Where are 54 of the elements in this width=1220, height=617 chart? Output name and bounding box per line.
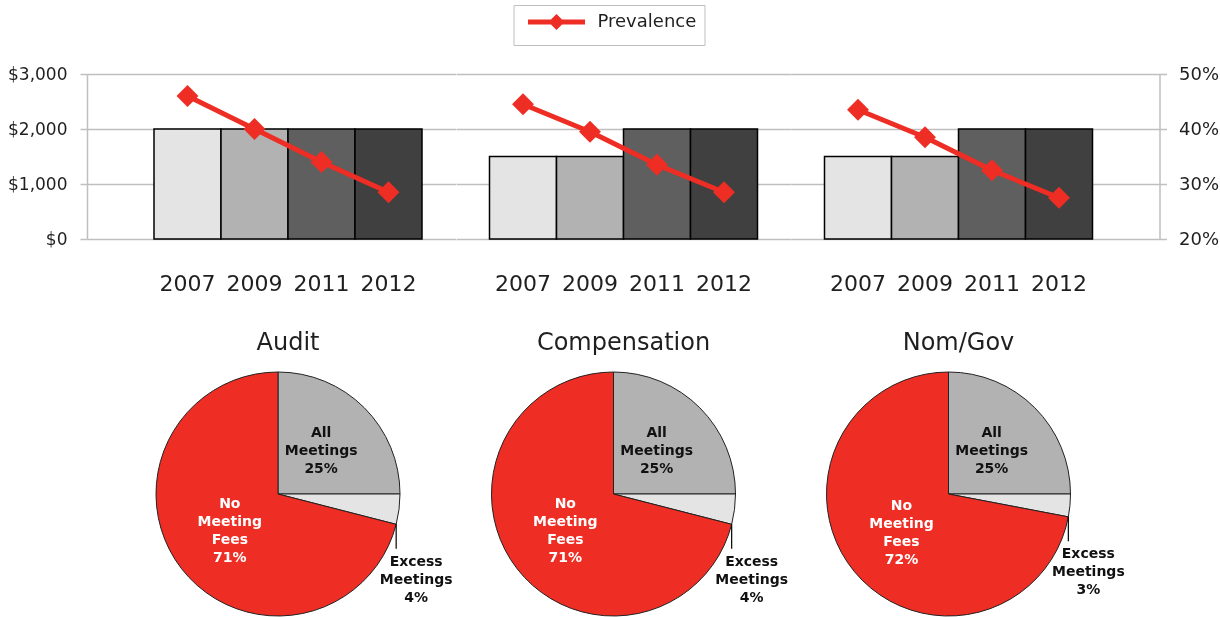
- point: [1048, 186, 1070, 209]
- y2-tick-label: 40%: [1179, 117, 1220, 139]
- y2-tick-label: 20%: [1179, 227, 1220, 249]
- x-tick-label: 2011: [964, 270, 1020, 296]
- data-label: 25%: [639, 459, 674, 476]
- slice-label: Excess Meetings: [1051, 545, 1125, 580]
- data-label: 71%: [548, 549, 583, 566]
- x-tick-label: 2011: [629, 270, 685, 296]
- slice-label: All Meetings: [284, 423, 358, 458]
- chart-title: Audit: [256, 328, 320, 356]
- data-label: 72%: [884, 550, 919, 567]
- y-tick-label: $0: [45, 228, 68, 249]
- x-tick-label: 2012: [1031, 270, 1087, 296]
- point: [310, 151, 333, 173]
- data-label: 4%: [404, 588, 429, 605]
- legend-label: Prevalence: [597, 10, 697, 31]
- data-label: 25%: [974, 459, 1009, 476]
- y-tick-label: $1,000: [8, 173, 68, 194]
- y2-tick-label: 30%: [1179, 172, 1220, 194]
- point: [847, 98, 869, 121]
- x-tick-label: 2007: [495, 270, 551, 296]
- slice-label: Excess Meetings: [715, 552, 789, 587]
- x-tick-label: 2012: [696, 270, 752, 296]
- point: [243, 118, 266, 140]
- point: [377, 181, 400, 204]
- x-tick-label: 2007: [159, 270, 216, 296]
- x-tick-label: 2012: [360, 270, 417, 296]
- x-tick-label: 2007: [830, 270, 886, 296]
- point: [176, 85, 199, 107]
- slice-label: All Meetings: [955, 423, 1028, 458]
- point: [512, 93, 534, 116]
- y-tick-label: $2,000: [8, 118, 68, 139]
- point: [914, 126, 936, 149]
- y-tick-label: $3,000: [8, 63, 68, 84]
- chart-title: Compensation: [536, 328, 711, 356]
- chart-title: Nom/Gov: [902, 328, 1015, 356]
- slice-label: No Meeting Fees: [197, 495, 262, 548]
- x-tick-label: 2009: [226, 270, 283, 296]
- data-label: 3%: [1076, 581, 1101, 598]
- x-tick-label: 2011: [293, 270, 350, 296]
- data-label: 71%: [213, 549, 247, 566]
- slice-label: Excess Meetings: [379, 552, 453, 587]
- point: [981, 159, 1003, 182]
- point: [646, 153, 668, 176]
- point: [713, 181, 735, 204]
- data-label: 4%: [739, 588, 764, 605]
- slice-label: No Meeting Fees: [869, 496, 934, 549]
- point: [579, 120, 601, 143]
- data-label: 25%: [304, 459, 338, 476]
- y2-tick-label: 50%: [1179, 62, 1220, 84]
- slice-label: No Meeting Fees: [533, 495, 598, 548]
- x-tick-label: 2009: [897, 270, 953, 296]
- x-tick-label: 2009: [562, 270, 618, 296]
- slice-label: All Meetings: [620, 423, 693, 458]
